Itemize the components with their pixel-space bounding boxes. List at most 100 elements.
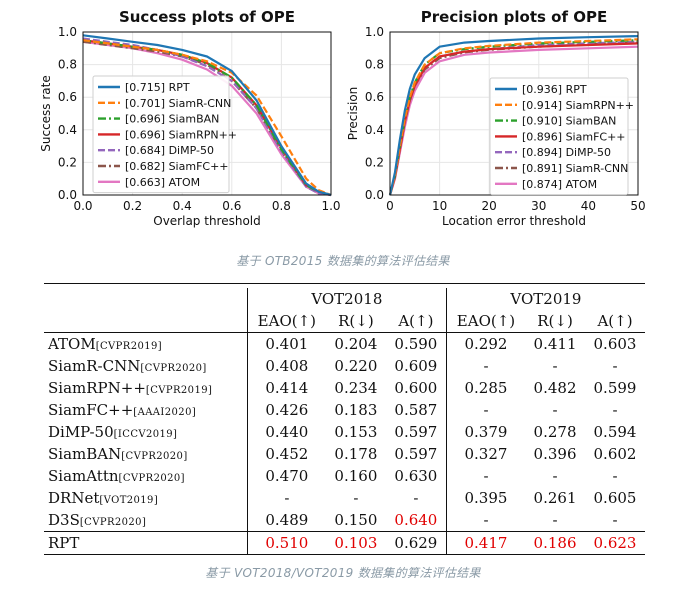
legend-label-0-894-dimp-50: [0.894] DiMP-50 xyxy=(522,146,611,159)
table-cell: 0.160 xyxy=(334,467,378,485)
table-cell: 0.590 xyxy=(394,335,438,353)
table-cell: 0.426 xyxy=(246,399,326,421)
column-header-a: A(↑) xyxy=(385,310,447,333)
legend-label-0-701-siamr-cnn: [0.701] SiamR-CNN xyxy=(125,97,231,110)
legend-label-0-682-siamfc: [0.682] SiamFC++ xyxy=(125,160,229,173)
table-cell: - xyxy=(552,467,558,485)
method-name: SiamR-CNN[CVPR2020] xyxy=(44,355,247,377)
header-blank xyxy=(44,288,247,310)
table-cell: 0.597 xyxy=(394,445,438,463)
table-cell: 0.482 xyxy=(533,379,577,397)
method-label: D3S xyxy=(48,511,80,529)
series-line-0-684-dimp-50 xyxy=(82,37,332,197)
method-venue: [CVPR2020] xyxy=(79,517,147,528)
x-tick-label: 0.2 xyxy=(123,199,142,213)
table-row: D3S[CVPR2020] 0.489 0.150 0.640- - - xyxy=(44,509,645,532)
y-tick-label: 0.2 xyxy=(365,155,384,169)
table-row: SiamBAN[CVPR2020] 0.452 0.178 0.597 0.327 0.3… xyxy=(44,443,645,465)
table-cell: 0.204 xyxy=(334,335,378,353)
legend-label-0-914-siamrpn: [0.914] SiamRPN++ xyxy=(522,99,634,112)
table-cell: 0.602 xyxy=(593,445,637,463)
method-label: ATOM xyxy=(48,335,96,353)
y-tick-label: 0.8 xyxy=(365,58,384,72)
table-cell: 0.178 xyxy=(334,445,378,463)
table-cell: 0.220 xyxy=(334,357,378,375)
x-axis-label: Location error threshold xyxy=(442,214,586,228)
y-tick-label: 0.0 xyxy=(58,188,77,202)
legend-label-0-910-siamban: [0.910] SiamBAN xyxy=(522,115,616,128)
x-tick-label: 30 xyxy=(531,199,546,213)
table-cell: 0.261 xyxy=(533,489,577,507)
table-cell: 0.587 xyxy=(394,401,438,419)
table-cell: 0.417 xyxy=(445,531,526,555)
group-header-vot2018: VOT2018 xyxy=(246,288,447,310)
y-tick-label: 0.2 xyxy=(58,155,77,169)
column-header-eao: EAO(↑) xyxy=(445,310,526,333)
table-cell: 0.609 xyxy=(394,357,438,375)
series-line-0-696-siamban xyxy=(82,39,332,197)
legend-label-0-684-dimp-50: [0.684] DiMP-50 xyxy=(125,144,214,157)
method-label: SiamRPN++ xyxy=(48,379,146,397)
table-cell: 0.414 xyxy=(246,377,326,399)
table-cell: 0.599 xyxy=(593,379,637,397)
column-header-r: R(↓) xyxy=(525,310,585,333)
table-cell: 0.510 xyxy=(246,531,326,555)
series-line-0-936-rpt xyxy=(388,35,639,196)
legend-label-0-696-siamban: [0.696] SiamBAN xyxy=(125,113,219,126)
header-blank xyxy=(44,310,248,333)
table-cell: 0.234 xyxy=(334,379,378,397)
legend-label-0-936-rpt: [0.936] RPT xyxy=(522,83,587,96)
method-label: SiamR-CNN xyxy=(48,357,141,375)
y-tick-label: 0.6 xyxy=(365,90,384,104)
table-cell: - xyxy=(612,467,618,485)
column-header-r: R(↓) xyxy=(325,310,386,333)
legend-label-0-715-rpt: [0.715] RPT xyxy=(125,81,190,94)
table-cell: 0.630 xyxy=(394,467,438,485)
table-cell: 0.186 xyxy=(525,531,585,555)
x-tick-label: 10 xyxy=(432,199,447,213)
series-line-0-715-rpt xyxy=(82,34,332,197)
method-venue: [ICCV2019] xyxy=(113,429,178,440)
method-name: DRNet[VOT2019] xyxy=(44,487,247,509)
table-cell: 0.408 xyxy=(246,355,326,377)
x-axis-label: Overlap threshold xyxy=(153,214,261,228)
table-row: DRNet[VOT2019] - - -0.395 0.261 0.605 xyxy=(44,487,645,509)
method-venue: [CVPR2020] xyxy=(118,473,185,484)
table-cell: 0.605 xyxy=(593,489,637,507)
x-tick-label: 40 xyxy=(581,199,596,213)
table-row: RPT 0.510 0.103 0.629 0.417 0.186 0.623 xyxy=(44,531,645,555)
table-cell: - xyxy=(353,489,359,507)
x-tick-label: 50 xyxy=(630,199,645,213)
table-cell: - xyxy=(413,489,419,507)
method-label: DiMP-50 xyxy=(48,423,114,441)
x-tick-label: 0.4 xyxy=(173,199,192,213)
table-cell: - xyxy=(612,401,618,419)
ope-charts: 0.0 0.2 0.4 0.6 0.8 1.0 0.0 0.2 0.4 0.6 0.8 1.0 Succ… xyxy=(39,8,646,228)
table-cell: 0.489 xyxy=(246,509,326,532)
group-header-vot2019: VOT2019 xyxy=(445,288,645,310)
table-cell: 0.285 xyxy=(445,377,526,399)
legend-label-0-896-siamfc: [0.896] SiamFC++ xyxy=(522,130,626,143)
legend-label-0-663-atom: [0.663] ATOM xyxy=(125,176,200,189)
method-label: RPT xyxy=(48,534,80,552)
y-tick-label: 0.4 xyxy=(58,123,77,137)
plot-frame xyxy=(82,31,332,196)
table-cell: 0.640 xyxy=(394,511,438,529)
series-line-0-914-siamrpn xyxy=(388,38,639,196)
table-cell: - xyxy=(445,399,526,421)
legend-box xyxy=(92,75,230,194)
table-cell: 0.629 xyxy=(385,531,447,555)
method-label: SiamBAN xyxy=(48,445,122,463)
y-tick-label: 0.4 xyxy=(365,123,384,137)
table-cell: - xyxy=(612,357,618,375)
y-tick-label: 0.8 xyxy=(58,58,77,72)
table-cell: 0.470 xyxy=(246,465,326,487)
method-venue: [CVPR2019] xyxy=(95,341,163,352)
method-label: DRNet xyxy=(48,489,100,507)
method-venue: [CVPR2020] xyxy=(121,451,188,462)
table-cell: 0.600 xyxy=(394,379,438,397)
table-row: SiamR-CNN[CVPR2020] 0.408 0.220 0.609- - - xyxy=(44,355,645,377)
x-tick-label: 0.8 xyxy=(272,199,291,213)
table-cell: - xyxy=(246,487,326,509)
table-cell: 0.603 xyxy=(593,335,637,353)
